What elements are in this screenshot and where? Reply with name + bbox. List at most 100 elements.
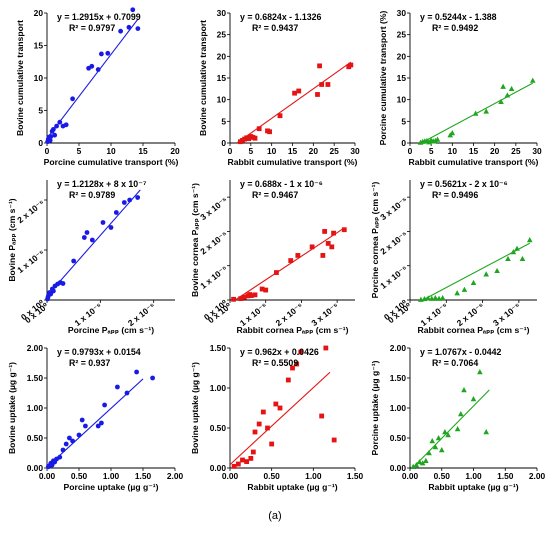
y-tick-label: 20 [397,51,407,61]
trendline [46,189,141,297]
data-point [435,435,442,441]
data-point [51,126,56,132]
r-squared-label: R² = 0.9797 [69,23,115,33]
x-tick-label: 2.00 [167,471,184,481]
data-point [309,244,315,250]
data-point [317,63,322,69]
data-point [323,345,329,351]
data-point [505,255,511,262]
x-tick-label: 0.50 [71,471,88,481]
x-tick-label: 20 [170,146,180,156]
y-tick-label: 30 [397,8,407,18]
data-point [470,396,477,402]
trendline [229,371,331,465]
y-tick-label: 5 [38,106,43,116]
data-point [84,230,90,235]
data-point [124,390,130,396]
x-tick-label: 2.00 [529,471,546,481]
data-point [252,292,258,298]
scatter-panel-5: 0 x 10⁰ 1 x 10⁻⁵ 2 x 10⁻⁵ 3 x 10⁻⁵0 x 10⁰1 … [190,179,355,335]
data-point [470,279,477,286]
y-tick-label: 10 [397,95,407,105]
y-tick-label: 20 [34,8,44,18]
x-tick-label: 5 [248,146,253,156]
r-squared-label: R² = 0.7064 [432,358,478,368]
data-point [483,271,489,277]
y-tick-label: 2 x 10⁻⁵ [378,229,409,256]
x-tick-label: 0 [45,146,50,156]
y-tick-label: 1 x 10⁻⁵ [378,263,409,290]
data-point [472,110,479,116]
data-point [425,295,431,301]
data-point [102,402,107,408]
data-point [445,432,451,438]
x-tick-label: 1 x 10⁻⁵ [72,301,103,328]
data-point [76,432,82,438]
y-tick-label: 15 [217,73,227,83]
y-tick-label: 1.00 [27,403,44,413]
x-tick-label: 5 [429,146,434,156]
y-tick-label: 5 [401,116,406,126]
data-point [99,420,104,426]
y-tick-label: 2 x 10⁻⁵ [15,198,46,225]
data-point [413,462,420,468]
regression-equation: y = 0.9793x + 0.0154 [57,347,141,357]
data-point [498,98,504,105]
trendline [412,389,490,468]
y-tick-label: 2.00 [27,343,44,353]
data-point [320,253,326,258]
trendline [235,227,345,301]
data-point [454,290,460,296]
data-point [454,426,461,432]
trendline [236,61,352,144]
x-tick-label: 20 [490,146,500,156]
data-point [325,241,331,246]
data-point [269,441,275,447]
regression-equation: y = 0.6824x - 1.1326 [240,12,322,22]
r-squared-label: R² = 0.9789 [69,190,115,200]
data-point [235,461,241,467]
x-tick-label: 1 x 10⁻⁵ [238,301,269,328]
r-squared-label: R² = 0.5509 [252,358,298,368]
data-point [57,454,63,460]
x-axis-title: Rabbit cumulative transport (%) [228,157,358,167]
data-point [60,281,66,286]
data-point [252,135,258,141]
x-tick-label: 3 x 10⁻⁵ [309,301,340,328]
data-point [426,450,432,456]
data-point [135,195,141,200]
x-tick-label: 1.50 [347,471,364,481]
y-tick-label: 1.00 [210,383,227,393]
data-point [249,293,254,298]
regression-equation: y = 0.688x - 1 x 10⁻⁶ [240,179,323,189]
y-tick-label: 0.00 [27,463,44,473]
data-point [265,425,270,431]
data-point [71,258,77,264]
y-axis-title: Bovine cornea Pₐₚₚ (cm s⁻¹) [190,183,200,297]
x-axis-title: Porcine Pₐₚₚ (cm s⁻¹) [68,325,154,335]
y-tick-label: 30 [217,8,227,18]
data-point [423,457,429,463]
y-axis-title: Porcine cornea Pₐₚₚ (cm s⁻¹) [370,181,380,298]
x-tick-label: 15 [469,146,479,156]
data-point [319,413,325,419]
x-tick-label: 1.50 [135,471,152,481]
data-point [529,77,536,83]
data-point [121,200,127,205]
data-point [410,463,416,469]
data-point [79,417,85,423]
data-point [52,132,58,138]
data-point [83,423,88,429]
y-tick-label: 5 [221,116,226,126]
scatter-panel-6: 0 x 10⁰ 1 x 10⁻⁵ 2 x 10⁻⁵ 3 x 10⁻⁵0 x 10⁰1 … [370,179,537,335]
data-point [238,296,244,302]
data-point [438,447,445,453]
data-point [514,245,520,251]
data-point [500,83,506,89]
data-point [341,227,347,233]
data-point [241,294,247,300]
x-tick-label: 1.00 [465,471,482,481]
